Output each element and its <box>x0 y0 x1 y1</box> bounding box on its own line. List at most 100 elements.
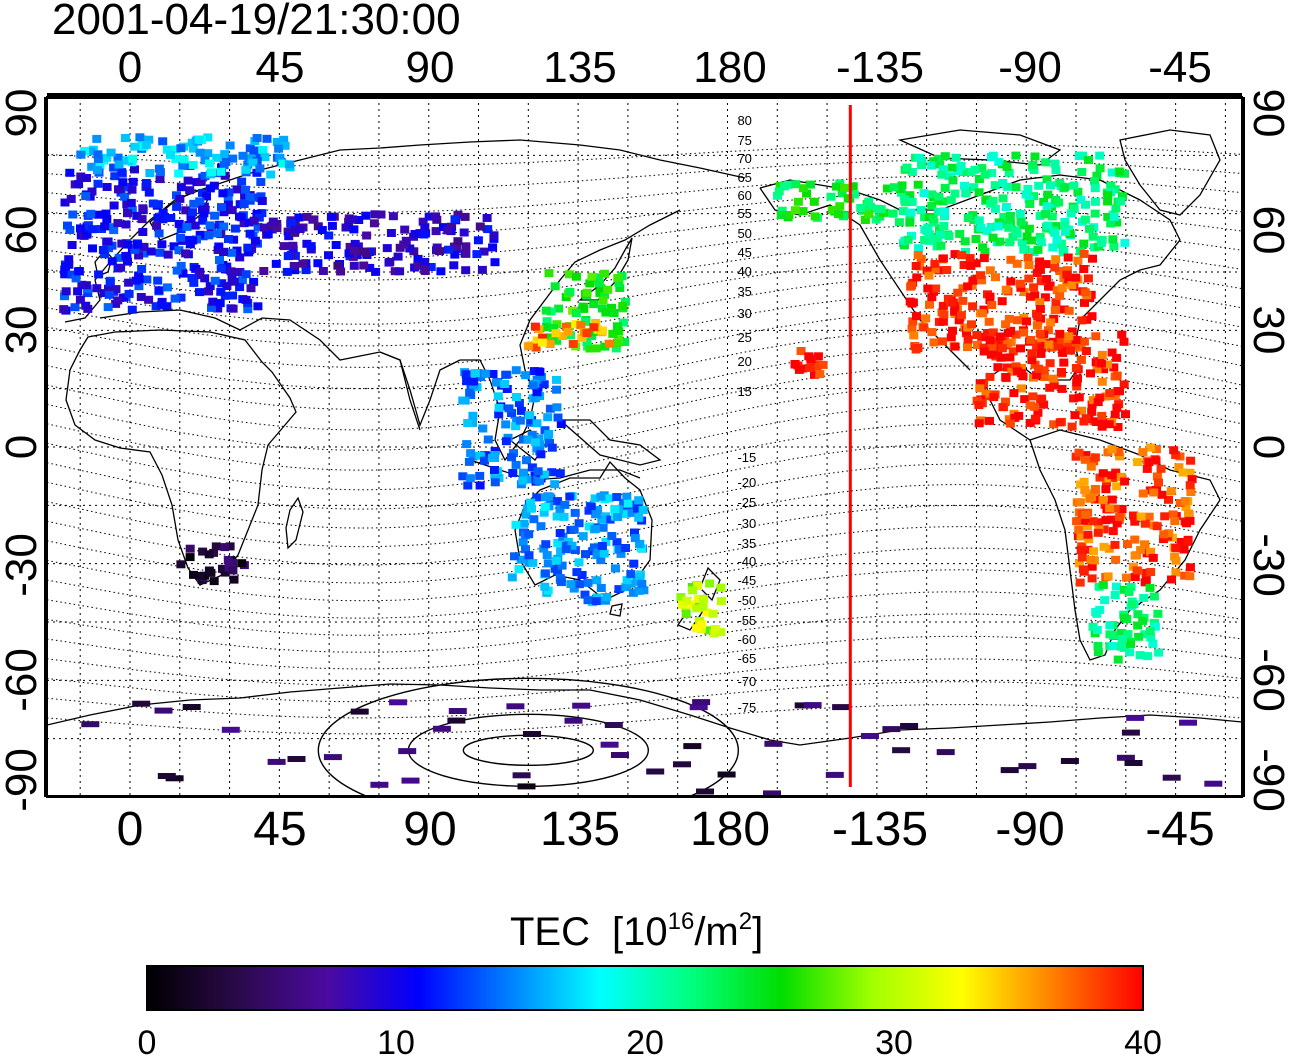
tec-cell <box>540 503 550 511</box>
tec-cell <box>1124 588 1134 596</box>
tec-cell <box>449 242 459 251</box>
tec-cell <box>1024 274 1034 283</box>
tec-cell <box>1185 572 1195 581</box>
tec-cell <box>1106 515 1116 524</box>
tec-cell <box>1049 420 1059 429</box>
tec-cell <box>987 343 997 352</box>
tec-cell <box>249 216 259 225</box>
tec-cell <box>1035 211 1045 220</box>
tec-cell <box>1037 343 1047 352</box>
tec-cell <box>376 210 386 219</box>
tec-cell <box>630 528 639 537</box>
tec-cell <box>985 372 995 381</box>
tec-cell <box>350 708 369 715</box>
tec-cell <box>1090 209 1100 218</box>
tec-cell <box>1074 152 1084 161</box>
tec-cell <box>1098 580 1108 589</box>
tec-cell <box>153 213 163 222</box>
tec-cell <box>420 257 430 266</box>
tec-cell <box>196 177 206 186</box>
tec-cell <box>507 573 517 582</box>
tec-cell <box>413 261 423 270</box>
tec-cell <box>861 733 879 739</box>
tec-cell <box>138 228 148 236</box>
tec-cell <box>1079 516 1089 525</box>
tec-cell <box>229 277 239 286</box>
tec-cell <box>1102 478 1111 487</box>
tec-cell <box>972 396 982 405</box>
tec-cell <box>882 726 901 733</box>
tec-cell <box>1032 371 1042 379</box>
tec-cell <box>1169 446 1179 455</box>
tec-cell <box>116 263 126 272</box>
tec-cell <box>200 171 210 180</box>
contour-label: 30 <box>737 306 751 321</box>
tec-cell <box>463 481 473 490</box>
tec-cell <box>1090 485 1100 493</box>
tec-cell <box>198 216 208 225</box>
tec-cell <box>613 513 623 521</box>
tec-cell <box>1034 364 1043 373</box>
tec-cell <box>237 559 247 568</box>
tec-cell <box>611 752 629 758</box>
tec-cell <box>271 259 281 268</box>
tec-cell <box>74 267 83 276</box>
tec-cell <box>370 781 389 788</box>
tec-cell <box>1039 197 1049 206</box>
tec-cell <box>1029 283 1039 292</box>
tec-cell <box>590 494 600 503</box>
tec-cell <box>1034 181 1044 190</box>
tec-cell <box>589 300 599 309</box>
tec-cell <box>583 578 593 587</box>
tec-cell <box>158 137 168 146</box>
tec-cell <box>1060 183 1070 192</box>
contour-label: -70 <box>737 674 756 689</box>
colorbar <box>146 965 1144 1011</box>
tec-cell <box>1113 423 1123 431</box>
tec-cell <box>1097 411 1107 420</box>
tec-cell <box>596 284 606 293</box>
tec-cell <box>1042 202 1052 211</box>
tec-cell <box>1018 763 1037 770</box>
tec-cell <box>105 278 115 287</box>
tec-cell <box>1035 232 1045 241</box>
tec-cell <box>110 172 120 181</box>
tec-cell <box>531 343 541 352</box>
tec-cell <box>1134 632 1144 641</box>
tec-cell <box>283 227 293 236</box>
tec-cell <box>243 160 253 169</box>
tec-cell <box>401 236 411 245</box>
tec-cell <box>123 240 133 249</box>
tec-cell <box>1135 651 1145 660</box>
tec-cell <box>170 294 180 303</box>
tec-cell <box>692 604 702 613</box>
tec-cell <box>81 721 100 728</box>
tec-cell <box>940 207 950 216</box>
tec-cell <box>229 235 239 244</box>
tec-cell <box>803 702 822 709</box>
tec-cell <box>482 214 492 222</box>
tec-cell <box>1033 245 1043 254</box>
tec-cell <box>1015 209 1025 218</box>
tec-cell <box>1022 317 1031 326</box>
tec-cell <box>163 145 172 154</box>
tec-cell <box>1140 519 1150 528</box>
tec-cell <box>93 166 102 175</box>
tec-cell <box>950 189 960 198</box>
tec-cell <box>524 342 533 351</box>
tec-cell <box>596 584 606 592</box>
tec-cell <box>227 206 237 215</box>
tec-cell <box>605 515 615 524</box>
tec-cell <box>241 165 251 174</box>
tec-cell <box>119 293 128 302</box>
tec-cell <box>798 184 808 193</box>
tec-cell <box>1027 356 1037 365</box>
tec-cell <box>1112 371 1122 380</box>
tec-cell <box>1170 517 1180 526</box>
tec-cell <box>571 309 581 318</box>
tec-cell <box>118 178 128 187</box>
tec-cell <box>825 771 844 778</box>
tec-cell <box>1055 329 1065 338</box>
tec-cell <box>1071 336 1081 344</box>
